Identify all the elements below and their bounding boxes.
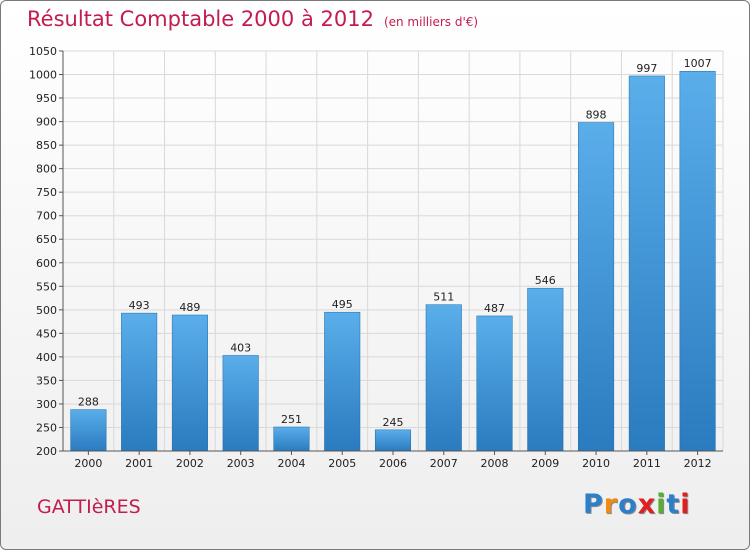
value-label: 403 xyxy=(230,341,251,354)
value-label: 487 xyxy=(484,302,505,315)
x-tick-label: 2007 xyxy=(430,457,458,470)
y-tick-label: 500 xyxy=(36,304,57,317)
y-tick-label: 300 xyxy=(36,398,57,411)
y-tick-label: 700 xyxy=(36,210,57,223)
value-label: 493 xyxy=(129,299,150,312)
place-name: GATTIèRES xyxy=(37,496,141,518)
gridlines xyxy=(62,50,724,452)
logo-letter: x xyxy=(637,489,657,520)
x-tick-label: 2002 xyxy=(176,457,204,470)
title-text: Résultat Comptable 2000 à 2012 xyxy=(27,7,374,31)
bar-2005 xyxy=(324,311,361,452)
y-tick-label: 750 xyxy=(36,186,57,199)
y-tick-label: 600 xyxy=(36,257,57,270)
value-label: 546 xyxy=(535,274,556,287)
x-tick-label: 2012 xyxy=(684,457,712,470)
logo-letter: i xyxy=(680,489,691,520)
bar-2007 xyxy=(425,304,462,452)
value-label: 1007 xyxy=(684,57,712,70)
y-tick-label: 1000 xyxy=(29,69,57,82)
x-tick-label: 2006 xyxy=(379,457,407,470)
logo-letter: t xyxy=(666,489,681,520)
y-tick-label: 250 xyxy=(36,421,57,434)
value-label: 898 xyxy=(586,109,607,122)
bar-2012 xyxy=(679,70,716,452)
chart-title: Résultat Comptable 2000 à 2012 (en millie… xyxy=(27,7,478,31)
logo-letter: P xyxy=(583,489,604,520)
value-label: 495 xyxy=(332,298,353,311)
logo-letter: r xyxy=(603,489,619,520)
y-tick-label: 200 xyxy=(36,445,57,458)
y-tick-label: 550 xyxy=(36,280,57,293)
bar-2010 xyxy=(578,122,615,452)
value-label: 245 xyxy=(383,416,404,429)
y-tick-label: 950 xyxy=(36,92,57,105)
value-label: 288 xyxy=(78,396,99,409)
y-tick-label: 800 xyxy=(36,163,57,176)
bar-2011 xyxy=(628,75,665,452)
value-label: 251 xyxy=(281,413,302,426)
x-tick-label: 2008 xyxy=(481,457,509,470)
bar-2000 xyxy=(70,409,107,452)
bar-2006 xyxy=(374,429,412,452)
axes: 200 250 300 350 400 450 500 550 600 650 700 750 800 8… xyxy=(29,45,723,470)
x-tick-label: 2003 xyxy=(227,457,255,470)
x-tick-label: 2010 xyxy=(582,457,610,470)
x-tick-label: 2000 xyxy=(74,457,102,470)
logo-letter: i xyxy=(656,489,667,520)
y-tick-label: 350 xyxy=(36,374,57,387)
value-label: 997 xyxy=(636,62,657,75)
y-tick-label: 400 xyxy=(36,351,57,364)
y-tick-label: 1050 xyxy=(29,45,57,58)
bar-2002 xyxy=(171,314,208,452)
x-tick-label: 2001 xyxy=(125,457,153,470)
bar-2009 xyxy=(527,287,564,452)
bars: 288 493 489 403 251 495 245 511 487 546 898 997 1007 xyxy=(70,57,716,452)
y-tick-label: 450 xyxy=(36,327,57,340)
bar-2004 xyxy=(273,426,310,452)
bar-2001 xyxy=(121,312,158,452)
x-tick-label: 2011 xyxy=(633,457,661,470)
y-tick-label: 900 xyxy=(36,116,57,129)
x-tick-label: 2009 xyxy=(531,457,559,470)
chart-subtitle: (en milliers d'€) xyxy=(383,15,479,29)
bar-2008 xyxy=(476,315,513,452)
proxiti-logo: Proxiti xyxy=(583,489,691,520)
bar-2003 xyxy=(222,355,259,452)
x-tick-label: 2004 xyxy=(277,457,305,470)
logo-letter: o xyxy=(618,489,638,520)
value-label: 489 xyxy=(179,301,200,314)
value-label: 511 xyxy=(433,291,454,304)
y-tick-label: 650 xyxy=(36,233,57,246)
y-tick-label: 850 xyxy=(36,139,57,152)
x-tick-label: 2005 xyxy=(328,457,356,470)
